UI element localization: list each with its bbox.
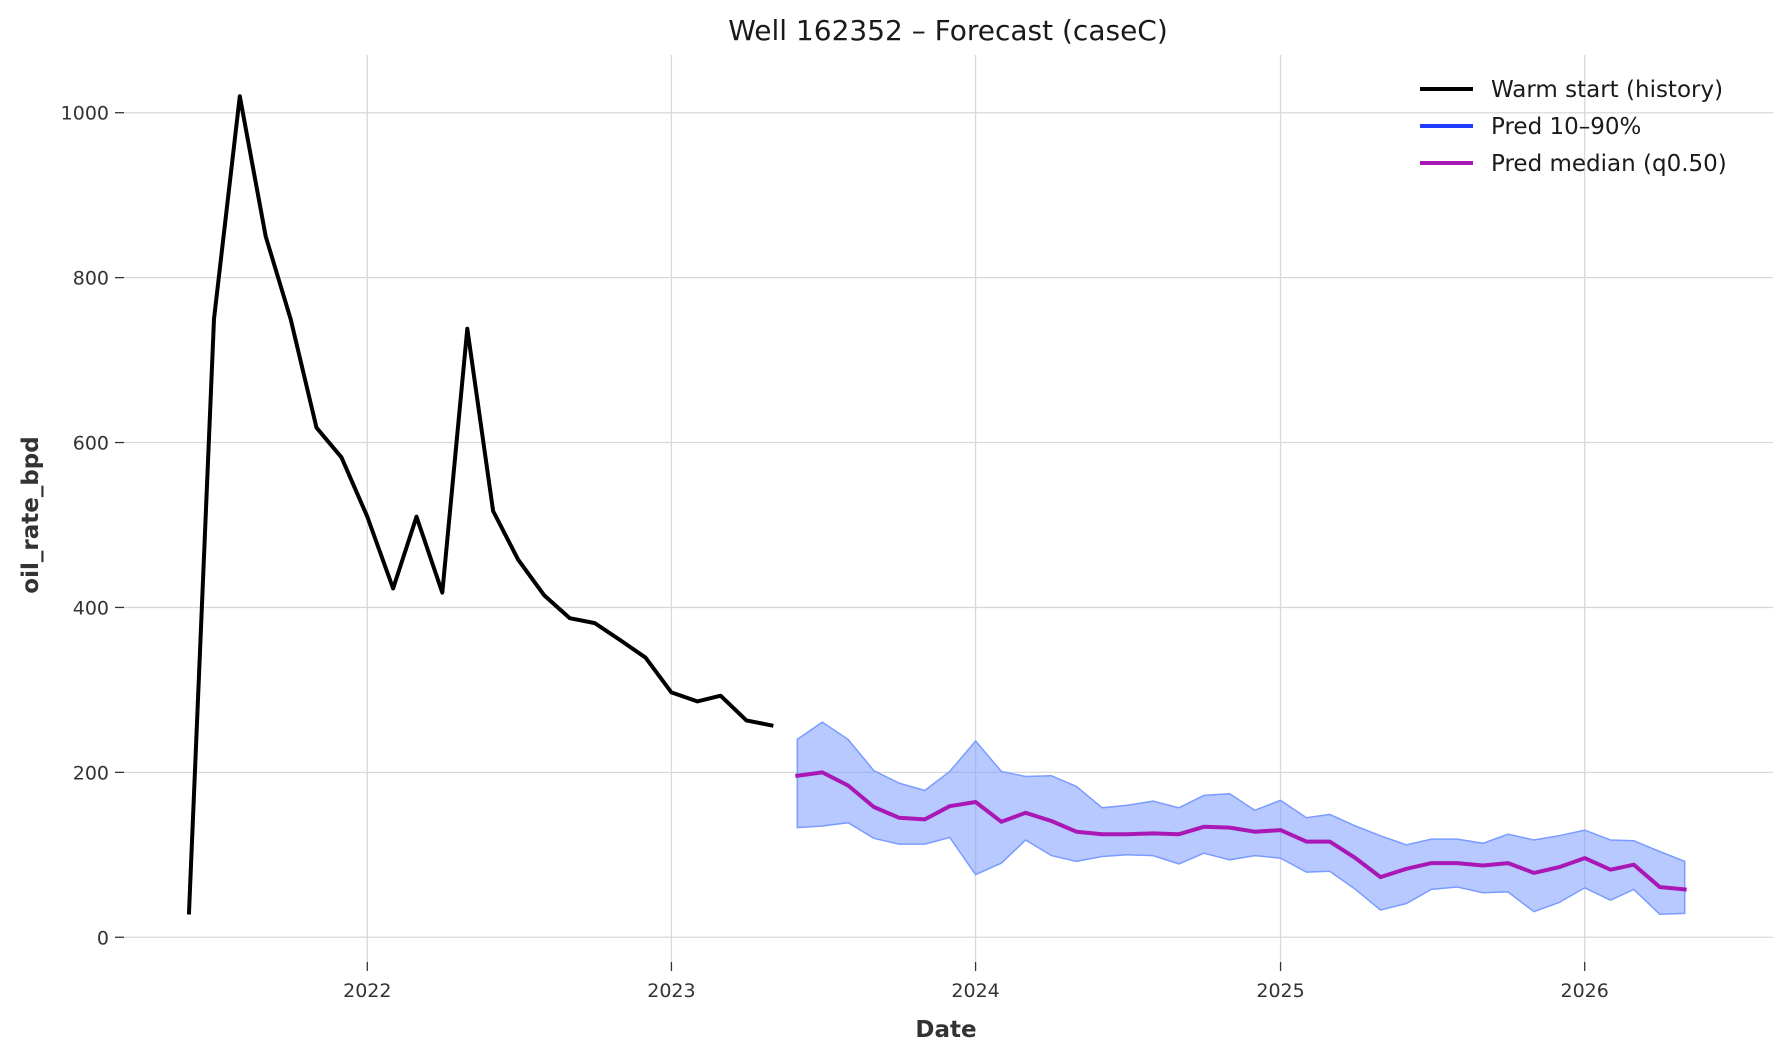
legend: Warm start (history) Pred 10–90% Pred me… <box>1420 77 1727 177</box>
band-layer <box>796 721 1686 915</box>
x-tick-label: 2022 <box>343 980 391 1002</box>
x-axis-label: Date <box>915 1017 976 1043</box>
series-median-line <box>795 770 1687 892</box>
y-tick-label: 800 <box>73 268 109 290</box>
line-layer <box>186 94 1687 915</box>
x-tick-label: 2024 <box>951 980 999 1002</box>
chart-title: Well 162352 – Forecast (caseC) <box>728 14 1168 47</box>
y-axis-label: oil_rate_bpd <box>18 436 44 593</box>
y-tick-label: 1000 <box>61 103 109 125</box>
series-pred-band <box>796 721 1686 915</box>
y-tick-label: 200 <box>73 762 109 784</box>
series-history-line <box>186 94 774 915</box>
legend-label-history: Warm start (history) <box>1491 77 1723 103</box>
y-tick-label: 0 <box>97 927 109 949</box>
legend-label-band: Pred 10–90% <box>1491 114 1641 140</box>
legend-label-median: Pred median (q0.50) <box>1491 151 1727 177</box>
x-tick-label: 2026 <box>1561 980 1609 1002</box>
tick-layer: 0 200 400 600 800 1000 2022 2023 2024 2025 2026 <box>61 103 1609 1002</box>
x-tick-label: 2023 <box>647 980 695 1002</box>
y-tick-label: 400 <box>73 597 109 619</box>
x-tick-label: 2025 <box>1256 980 1304 1002</box>
y-tick-label: 600 <box>73 433 109 455</box>
